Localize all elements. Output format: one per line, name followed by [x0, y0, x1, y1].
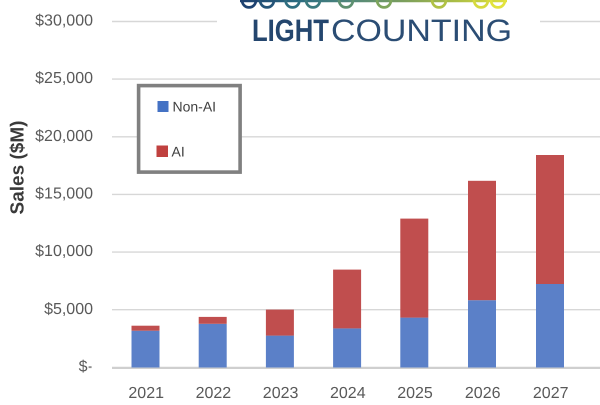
svg-text:2027: 2027 [533, 385, 569, 400]
svg-text:$: $ [79, 359, 88, 376]
svg-text:2026: 2026 [465, 385, 501, 400]
svg-text:$25,000: $25,000 [35, 70, 93, 87]
svg-text:$20,000: $20,000 [35, 128, 93, 145]
svg-text:Non-AI: Non-AI [173, 99, 217, 115]
svg-text:2021: 2021 [128, 385, 164, 400]
svg-text:AI: AI [172, 144, 185, 160]
svg-text:2024: 2024 [330, 385, 366, 400]
svg-text:COUNTING: COUNTING [331, 13, 512, 48]
svg-text:2023: 2023 [263, 385, 299, 400]
svg-text:$5,000: $5,000 [44, 301, 93, 318]
svg-text:$15,000: $15,000 [35, 186, 93, 203]
svg-text:2022: 2022 [196, 385, 232, 400]
svg-text:$10,000: $10,000 [35, 243, 93, 260]
svg-text:2025: 2025 [397, 385, 433, 400]
svg-text:LIGHT: LIGHT [252, 13, 329, 48]
svg-text:$30,000: $30,000 [35, 13, 93, 30]
svg-text:Sales ($M): Sales ($M) [7, 121, 28, 215]
